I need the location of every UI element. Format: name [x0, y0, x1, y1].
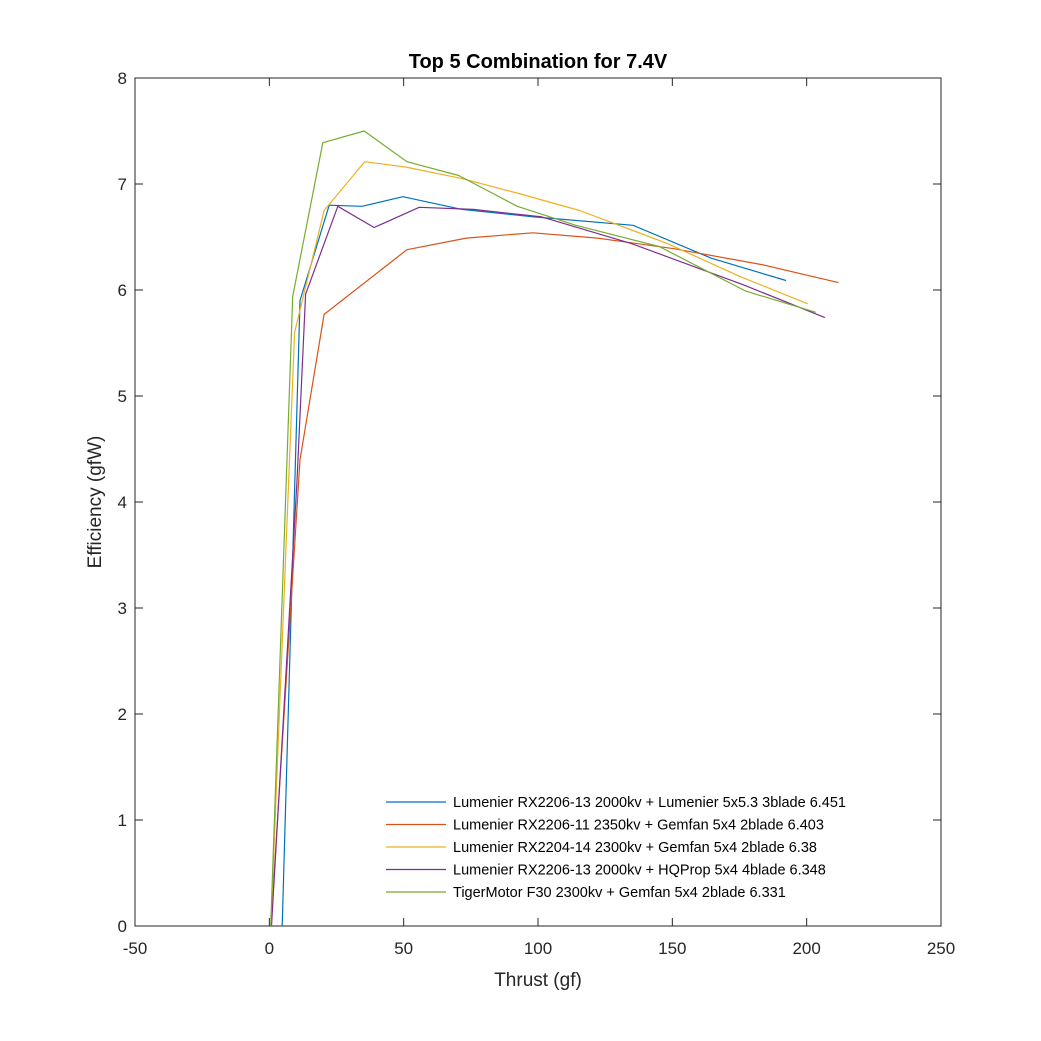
y-tick-label: 7 — [118, 175, 127, 194]
y-tick-label: 1 — [118, 811, 127, 830]
plot-area — [134, 77, 942, 927]
x-tick-label: -50 — [123, 939, 148, 958]
y-tick-label: 4 — [118, 493, 127, 512]
legend-box — [381, 789, 921, 910]
chart-title: Top 5 Combination for 7.4V — [409, 51, 668, 73]
series-line-4 — [270, 205, 826, 927]
y-axis-label: Efficiency (gfW) — [85, 436, 106, 569]
y-tick-label: 3 — [118, 599, 127, 618]
x-tick-label: 50 — [394, 939, 413, 958]
series-line-3 — [270, 161, 808, 927]
y-tick-label: 6 — [118, 281, 127, 300]
series-line-2 — [270, 232, 839, 927]
legend-entry-5: TigerMotor F30 2300kv + Gemfan 5x4 2blad… — [453, 885, 786, 901]
axis-tick-labels: -50 0 50 100 150 200 250 0 1 2 3 4 5 6 7 8 — [118, 69, 956, 958]
x-tick-label: 150 — [658, 939, 686, 958]
legend-entry-4: Lumenier RX2206-13 2000kv + HQProp 5x4 4… — [453, 863, 826, 879]
x-tick-label: 100 — [524, 939, 552, 958]
y-tick-label: 2 — [118, 705, 127, 724]
y-tick-label: 0 — [118, 917, 127, 936]
legend-entry-2: Lumenier RX2206-11 2350kv + Gemfan 5x4 2… — [453, 818, 824, 834]
series-line-1 — [281, 196, 787, 927]
series-lines — [270, 130, 839, 927]
axis-ticks — [134, 77, 942, 927]
x-axis-label: Thrust (gf) — [494, 970, 582, 991]
x-tick-label: 200 — [792, 939, 820, 958]
x-tick-label: 250 — [927, 939, 955, 958]
series-line-5 — [270, 130, 816, 927]
legend: Lumenier RX2206-13 2000kv + Lumenier 5x5… — [381, 789, 921, 910]
x-tick-label: 0 — [265, 939, 274, 958]
legend-entry-1: Lumenier RX2206-13 2000kv + Lumenier 5x5… — [453, 795, 846, 811]
y-tick-label: 5 — [118, 387, 127, 406]
y-tick-label: 8 — [118, 69, 127, 88]
legend-entry-3: Lumenier RX2204-14 2300kv + Gemfan 5x4 2… — [453, 840, 817, 856]
